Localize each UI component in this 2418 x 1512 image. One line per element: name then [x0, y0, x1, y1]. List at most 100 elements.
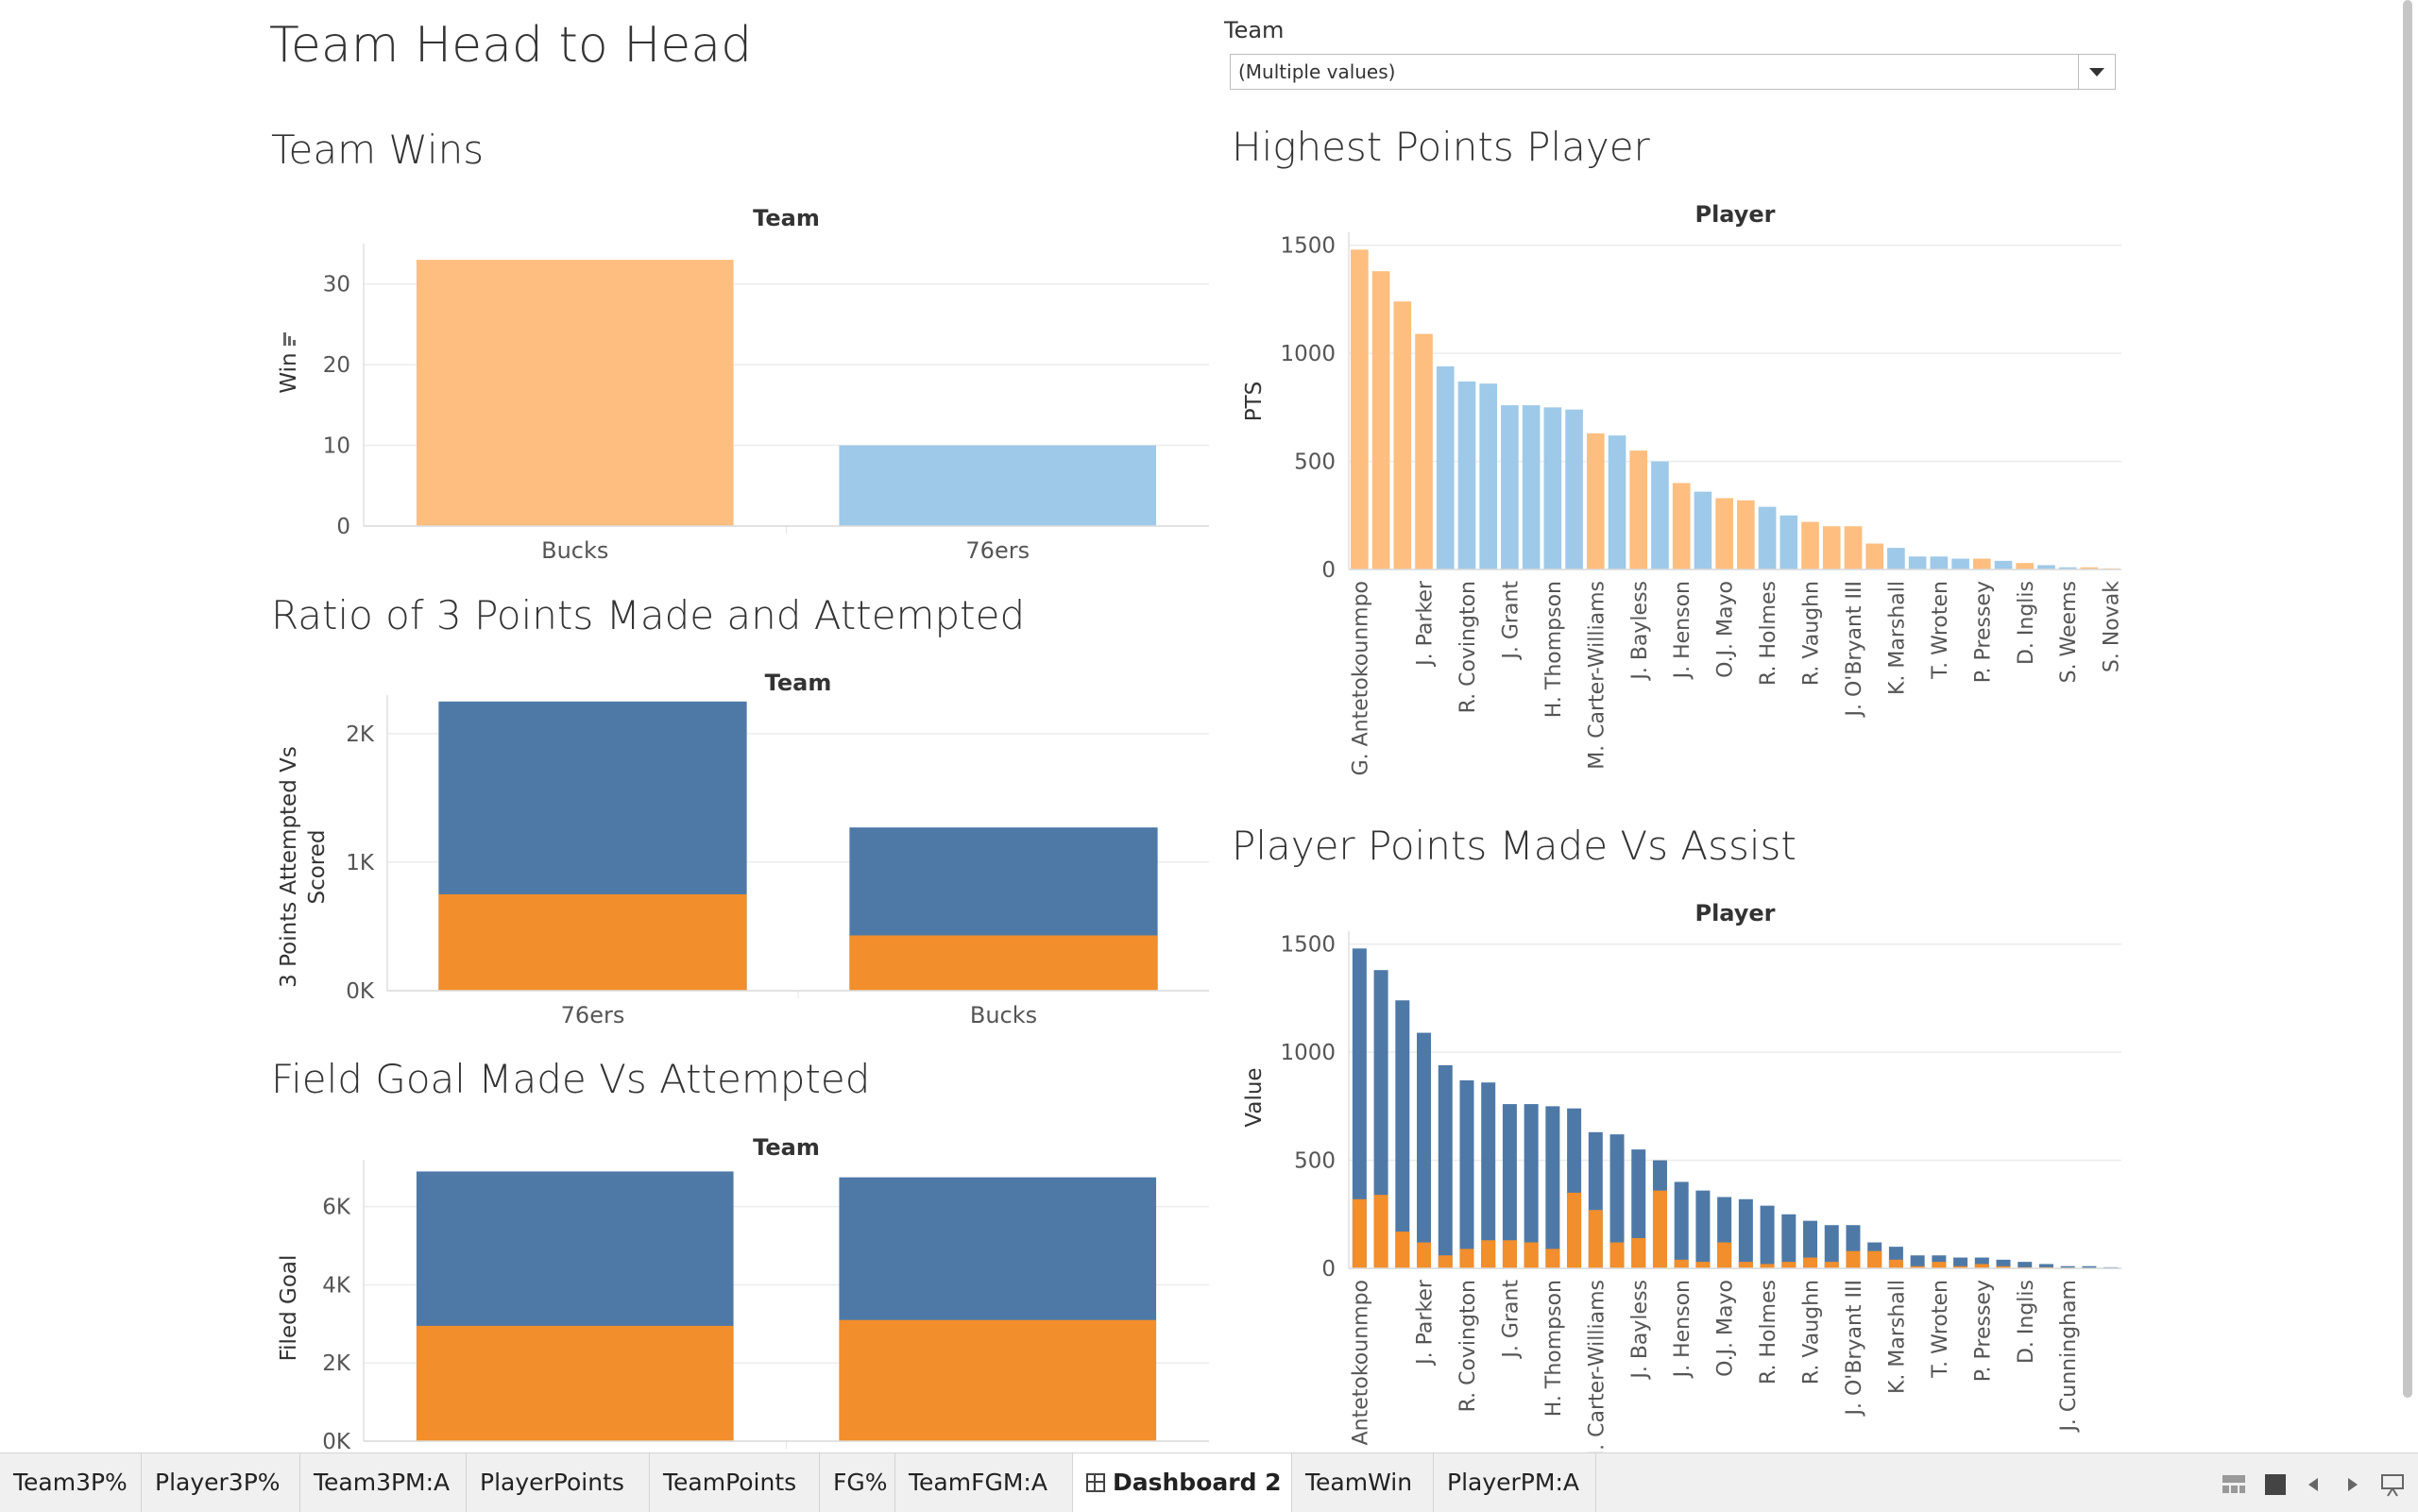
y-tick-label: 0	[1321, 1257, 1336, 1282]
bar	[1501, 405, 1519, 569]
bar-assists	[1353, 1199, 1367, 1268]
bar-assists	[1631, 1238, 1645, 1268]
y-tick-label: 10	[323, 434, 350, 459]
tab-teamwin[interactable]: TeamWin	[1292, 1453, 1434, 1512]
chart-header: Player	[1694, 900, 1775, 926]
bar	[1651, 462, 1669, 569]
bar-assists	[1610, 1243, 1625, 1268]
tab-playerpm[interactable]: PlayerPM:A	[1434, 1453, 1596, 1512]
filmstrip-icon[interactable]	[2222, 1474, 2246, 1495]
y-tick-label: 30	[323, 273, 350, 297]
x-tick-label: J. Bayless	[1628, 1280, 1652, 1381]
bar	[1759, 507, 1777, 569]
bar	[1931, 556, 1949, 569]
x-tick-label: P. Pressey	[1971, 581, 1995, 683]
x-tick-label: H. Thompson	[1542, 581, 1566, 718]
previous-sheet-icon[interactable]	[2307, 1476, 2320, 1493]
bar-assists	[1695, 1262, 1710, 1268]
bar	[1351, 249, 1369, 569]
bar	[1845, 526, 1863, 569]
tab-dashboard-2[interactable]: Dashboard 2	[1073, 1453, 1292, 1512]
tab-teamfgm[interactable]: TeamFGM:A	[895, 1453, 1073, 1512]
tab-fg[interactable]: FG%	[820, 1453, 895, 1512]
x-tick-label: R. Covington	[1456, 581, 1480, 713]
sort-icon	[293, 340, 296, 346]
bar	[1737, 501, 1755, 569]
scrollbar-thumb[interactable]	[2403, 0, 2412, 1398]
bar-assists	[1374, 1195, 1388, 1268]
bar	[1779, 516, 1797, 569]
presentation-mode-icon[interactable]	[2380, 1472, 2405, 1497]
tab-label: TeamWin	[1305, 1469, 1412, 1496]
next-sheet-icon[interactable]	[2346, 1476, 2359, 1493]
x-tick-label: J. Parker	[1414, 1279, 1438, 1367]
ratio3-title: Ratio of 3 Points Made and Attempted	[271, 592, 1025, 638]
x-tick-label: J. Parker	[1414, 580, 1438, 668]
bar	[2016, 563, 2034, 569]
bar-assists	[1589, 1210, 1603, 1268]
highest-points-title: Highest Points Player	[1232, 124, 1650, 170]
bar-points	[1395, 1000, 1409, 1268]
dashboard-title: Team Head to Head	[269, 17, 752, 74]
bar	[1479, 383, 1497, 569]
bar-points	[1417, 1033, 1431, 1268]
sort-icon	[288, 336, 291, 346]
x-tick-label: Bucks	[970, 1002, 1037, 1028]
y-tick-label: 1500	[1280, 234, 1336, 259]
bar-assists	[1932, 1262, 1946, 1268]
bar-3-points-made	[438, 894, 746, 991]
x-tick-label: T. Wroten	[1929, 581, 1952, 680]
x-tick-label: J. Bayless	[1628, 581, 1652, 682]
bar	[839, 446, 1156, 526]
tab-teampoints[interactable]: TeamPoints	[650, 1453, 820, 1512]
bar-points	[1545, 1106, 1559, 1268]
x-tick-label: J. O'Bryant III	[1843, 1280, 1866, 1418]
y-tick-label: 2K	[322, 1351, 351, 1376]
y-tick-label: 6K	[322, 1196, 351, 1220]
y-axis-label: 3 Points Attempted Vs	[277, 746, 301, 988]
sheet-tab-bar: Team3P% Player3P% Team3PM:A PlayerPoints…	[0, 1453, 2418, 1512]
bar-assists	[1781, 1262, 1796, 1268]
bar-points	[1439, 1065, 1453, 1268]
tab-playerpoints[interactable]: PlayerPoints	[467, 1453, 650, 1512]
x-tick-label: S. Novak	[2101, 581, 2124, 672]
x-tick-label: Bucks	[541, 537, 608, 564]
tab-team3p[interactable]: Team3P%	[0, 1453, 142, 1512]
tab-player3p[interactable]: Player3P%	[142, 1453, 300, 1512]
dashboard-grid-icon	[1086, 1473, 1105, 1492]
bar	[1951, 559, 1969, 569]
x-tick-label: J. Grant	[1499, 581, 1523, 661]
bar-assists	[1653, 1191, 1667, 1268]
x-tick-label: G. Antetokounmpo	[1349, 581, 1372, 775]
bar	[1415, 334, 1433, 569]
x-tick-label: T. Wroten	[1929, 1280, 1952, 1379]
bar-points	[1739, 1199, 1753, 1268]
team-filter-dropdown[interactable]: (Multiple values)	[1230, 54, 2116, 90]
bar-assists	[1395, 1232, 1409, 1268]
tab-label: Player3P%	[155, 1469, 281, 1496]
bar	[1887, 548, 1905, 569]
chevron-down-icon[interactable]	[2078, 55, 2115, 89]
tab-team3pm[interactable]: Team3PM:A	[300, 1453, 467, 1512]
bar-assists	[1524, 1243, 1539, 1268]
bar-assists	[1803, 1258, 1817, 1268]
bar	[1995, 561, 2013, 569]
x-tick-label: H. Thompson	[1542, 1280, 1566, 1417]
vertical-scrollbar[interactable]	[2397, 0, 2418, 1453]
bar-assists	[1717, 1243, 1731, 1268]
tab-label: TeamFGM:A	[909, 1469, 1047, 1496]
y-tick-label: 1500	[1280, 933, 1336, 958]
team-wins-title: Team Wins	[271, 127, 484, 173]
bar-assists	[1567, 1193, 1581, 1268]
bar	[1629, 450, 1647, 569]
fg-title: Field Goal Made Vs Attempted	[271, 1056, 870, 1102]
tab-label: Team3P%	[13, 1469, 128, 1496]
y-tick-label: 500	[1294, 450, 1336, 475]
bar-assists	[1459, 1249, 1473, 1268]
y-tick-label: 0K	[346, 979, 375, 1004]
tabs-view-icon[interactable]	[2265, 1474, 2286, 1495]
y-tick-label: 2K	[346, 722, 375, 747]
